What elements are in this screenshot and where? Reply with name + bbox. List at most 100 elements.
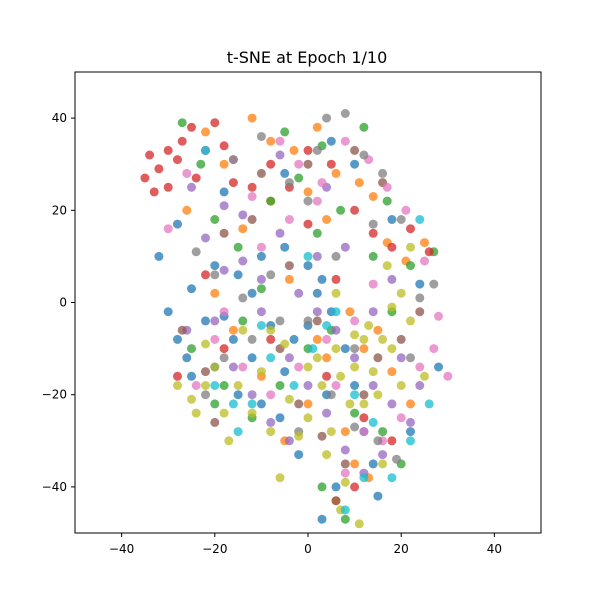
data-point (224, 436, 234, 446)
data-point (387, 302, 397, 312)
data-point (331, 168, 341, 178)
data-point (238, 325, 248, 335)
data-point (219, 265, 229, 275)
data-point (406, 436, 415, 446)
data-point (340, 477, 350, 487)
data-point (387, 242, 397, 252)
data-point (280, 168, 290, 178)
data-point (219, 344, 229, 354)
data-point (312, 122, 322, 132)
points-layer (140, 109, 453, 529)
data-point (373, 325, 383, 335)
data-point (420, 256, 429, 266)
data-point (219, 307, 229, 317)
data-point (187, 371, 196, 381)
ticks-layer: −40 −20 0 20 40 −40 −20 0 20 40 (42, 111, 502, 556)
data-point (238, 293, 248, 303)
data-point (382, 196, 392, 206)
data-point (406, 427, 415, 437)
data-point (378, 450, 388, 460)
plot-area-frame (74, 71, 542, 534)
data-point (303, 413, 313, 423)
data-point (187, 394, 196, 404)
data-point (396, 381, 406, 390)
data-point (434, 362, 443, 372)
data-point (434, 311, 443, 321)
data-point (368, 367, 378, 377)
data-point (368, 219, 378, 229)
data-point (368, 228, 378, 238)
data-point (182, 168, 192, 178)
data-point (247, 390, 257, 400)
data-point (280, 127, 290, 137)
data-point (177, 325, 187, 335)
data-point (420, 238, 429, 248)
data-point (312, 334, 322, 344)
data-point (201, 127, 210, 137)
data-point (173, 334, 182, 344)
data-point (312, 196, 322, 206)
data-point (238, 316, 248, 326)
data-point (191, 408, 201, 418)
data-point (387, 215, 397, 224)
data-point (364, 321, 374, 330)
x-tick-label: 40 (487, 542, 502, 556)
data-point (350, 330, 360, 340)
data-point (275, 381, 285, 390)
data-point (149, 187, 159, 197)
data-point (247, 288, 257, 298)
data-point (256, 274, 266, 284)
data-point (187, 284, 196, 294)
data-point (415, 307, 425, 317)
data-point (303, 261, 313, 271)
data-point (415, 215, 425, 224)
data-point (359, 390, 369, 400)
data-point (182, 205, 192, 215)
data-point (173, 219, 182, 229)
data-point (247, 408, 257, 418)
data-point (396, 413, 406, 423)
data-point (266, 136, 276, 146)
data-point (420, 371, 429, 381)
data-point (312, 251, 322, 261)
data-point (201, 145, 210, 155)
data-point (350, 159, 360, 169)
data-point (256, 251, 266, 261)
data-point (317, 381, 327, 390)
x-tick-label: −20 (202, 542, 227, 556)
data-point (345, 307, 355, 317)
data-point (326, 390, 336, 400)
data-point (378, 459, 388, 469)
data-point (354, 519, 364, 529)
data-point (406, 224, 415, 234)
data-point (312, 145, 322, 155)
data-point (284, 178, 294, 188)
data-point (266, 334, 276, 344)
data-point (219, 408, 229, 418)
data-point (373, 436, 383, 446)
data-point (406, 261, 415, 271)
data-point (303, 399, 313, 409)
data-point (317, 178, 327, 188)
data-point (266, 390, 276, 400)
data-point (201, 367, 210, 377)
data-point (173, 371, 182, 381)
data-point (303, 187, 313, 197)
data-point (312, 316, 322, 326)
data-point (289, 145, 299, 155)
data-point (210, 381, 220, 390)
data-point (359, 473, 369, 483)
data-point (382, 182, 392, 192)
data-point (331, 325, 341, 335)
data-point (247, 334, 257, 344)
data-point (350, 381, 360, 390)
data-point (303, 316, 313, 326)
y-tick-label: 40 (52, 111, 67, 125)
data-point (429, 279, 439, 289)
data-point (289, 334, 299, 344)
data-point (233, 390, 243, 400)
data-point (326, 136, 336, 146)
data-point (210, 118, 220, 128)
